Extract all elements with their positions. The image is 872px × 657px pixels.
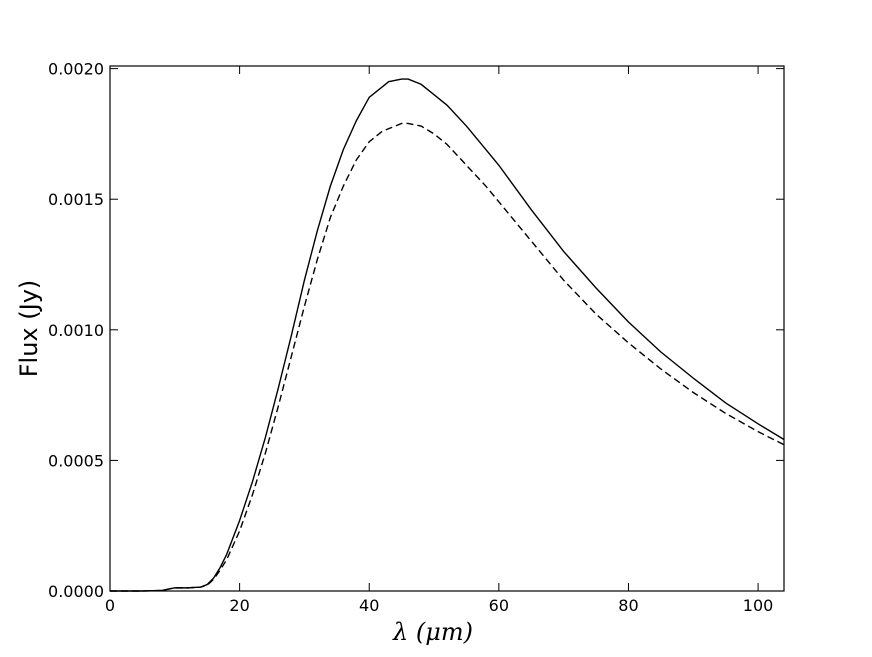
x-axis-ticks: 0 20 40 60 80 100 bbox=[105, 66, 773, 615]
plot-curves bbox=[110, 78, 785, 592]
plot-frame bbox=[109, 65, 785, 592]
y-axis-label: Flux (Jy) bbox=[15, 280, 43, 378]
x-tick-label: 100 bbox=[743, 596, 774, 615]
y-tick-label: 0.0000 bbox=[48, 582, 104, 601]
y-tick-label: 0.0005 bbox=[48, 451, 104, 470]
series-line-solid bbox=[110, 78, 785, 592]
x-tick-label: 40 bbox=[359, 596, 379, 615]
y-tick-label: 0.0015 bbox=[48, 190, 104, 209]
x-tick-label: 0 bbox=[105, 596, 115, 615]
x-axis-label: λ (μm) bbox=[392, 618, 473, 646]
y-tick-label: 0.0010 bbox=[48, 321, 104, 340]
x-tick-label: 80 bbox=[618, 596, 638, 615]
x-tick-label: 20 bbox=[229, 596, 249, 615]
x-tick-label: 60 bbox=[489, 596, 509, 615]
y-tick-label: 0.0020 bbox=[48, 60, 104, 79]
series-line-dashed bbox=[110, 122, 785, 592]
y-axis-ticks: 0.0000 0.0005 0.0010 0.0015 0.0020 bbox=[48, 60, 784, 601]
